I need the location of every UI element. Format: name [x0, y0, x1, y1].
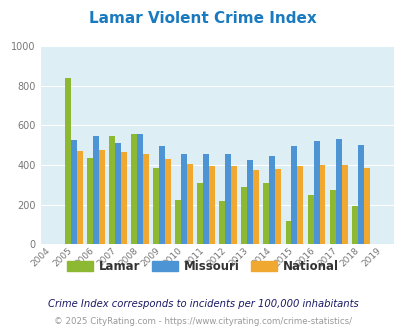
- Bar: [197, 183, 202, 244]
- Bar: [143, 154, 149, 244]
- Bar: [363, 168, 369, 244]
- Bar: [187, 164, 192, 244]
- Bar: [247, 160, 253, 244]
- Bar: [175, 200, 181, 244]
- Bar: [297, 166, 303, 244]
- Bar: [93, 136, 98, 244]
- Bar: [253, 170, 259, 244]
- Bar: [77, 151, 83, 244]
- Bar: [115, 143, 121, 244]
- Bar: [231, 166, 237, 244]
- Bar: [307, 195, 313, 244]
- Legend: Lamar, Missouri, National: Lamar, Missouri, National: [66, 260, 339, 273]
- Bar: [136, 134, 143, 244]
- Bar: [341, 165, 347, 244]
- Bar: [87, 158, 93, 244]
- Bar: [164, 159, 171, 244]
- Bar: [121, 152, 126, 244]
- Bar: [219, 201, 225, 244]
- Bar: [65, 78, 70, 244]
- Bar: [70, 140, 77, 244]
- Bar: [269, 156, 275, 244]
- Bar: [159, 146, 164, 244]
- Bar: [202, 154, 209, 244]
- Bar: [291, 146, 297, 244]
- Bar: [209, 166, 215, 244]
- Bar: [329, 190, 335, 244]
- Bar: [319, 165, 325, 244]
- Bar: [225, 154, 231, 244]
- Bar: [335, 139, 341, 244]
- Text: Crime Index corresponds to incidents per 100,000 inhabitants: Crime Index corresponds to incidents per…: [47, 299, 358, 309]
- Bar: [241, 187, 247, 244]
- Text: © 2025 CityRating.com - https://www.cityrating.com/crime-statistics/: © 2025 CityRating.com - https://www.city…: [54, 317, 351, 326]
- Text: Lamar Violent Crime Index: Lamar Violent Crime Index: [89, 11, 316, 26]
- Bar: [98, 150, 104, 244]
- Bar: [275, 169, 281, 244]
- Bar: [263, 183, 269, 244]
- Bar: [153, 168, 159, 244]
- Bar: [313, 141, 319, 244]
- Bar: [351, 206, 357, 244]
- Bar: [131, 134, 136, 244]
- Bar: [181, 154, 187, 244]
- Bar: [285, 221, 291, 244]
- Bar: [109, 136, 115, 244]
- Bar: [357, 145, 363, 244]
